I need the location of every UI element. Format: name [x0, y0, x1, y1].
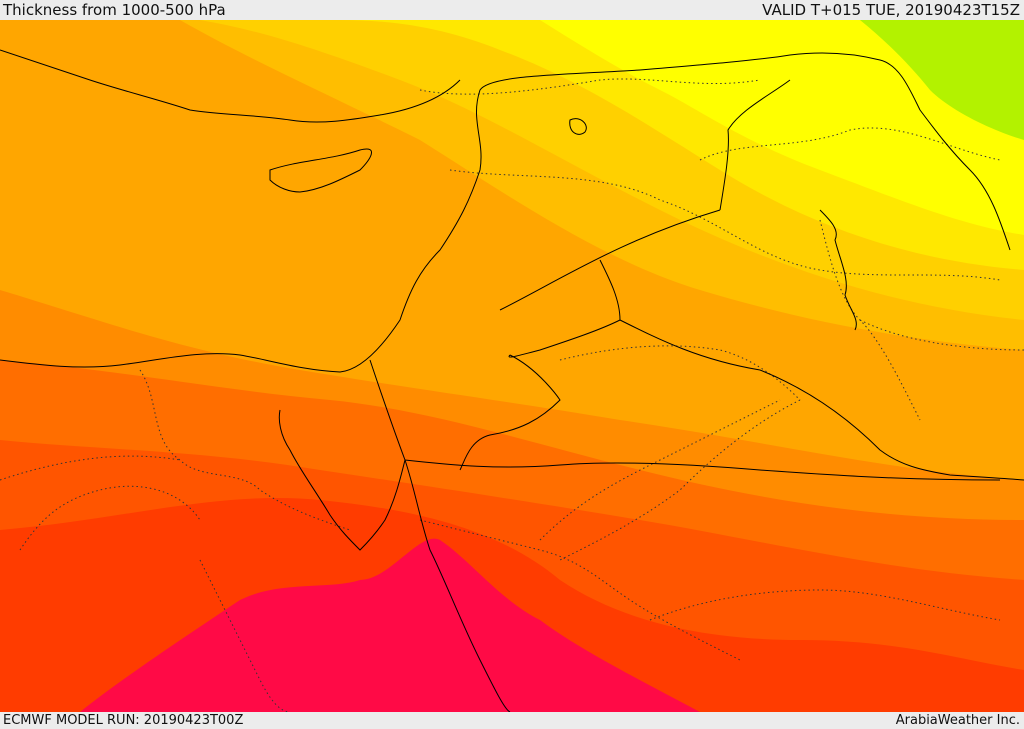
band-yellow-green [860, 20, 1024, 140]
footer-bar: ECMWF MODEL RUN: 20190423T00Z ArabiaWeat… [0, 712, 1024, 729]
band-yellow [520, 20, 1024, 235]
model-run: ECMWF MODEL RUN: 20190423T00Z [3, 713, 244, 728]
credit-text: ArabiaWeather Inc. [895, 713, 1020, 728]
map-canvas [0, 20, 1024, 712]
map-title: Thickness from 1000-500 hPa [3, 1, 226, 19]
country-borders [0, 78, 1024, 712]
band-crimson [80, 538, 700, 712]
thickness-map[interactable] [0, 20, 1024, 712]
coastlines [0, 49, 1024, 712]
valid-time: VALID T+015 TUE, 20190423T15Z [762, 1, 1020, 19]
header-bar: Thickness from 1000-500 hPa VALID T+015 … [0, 0, 1024, 20]
